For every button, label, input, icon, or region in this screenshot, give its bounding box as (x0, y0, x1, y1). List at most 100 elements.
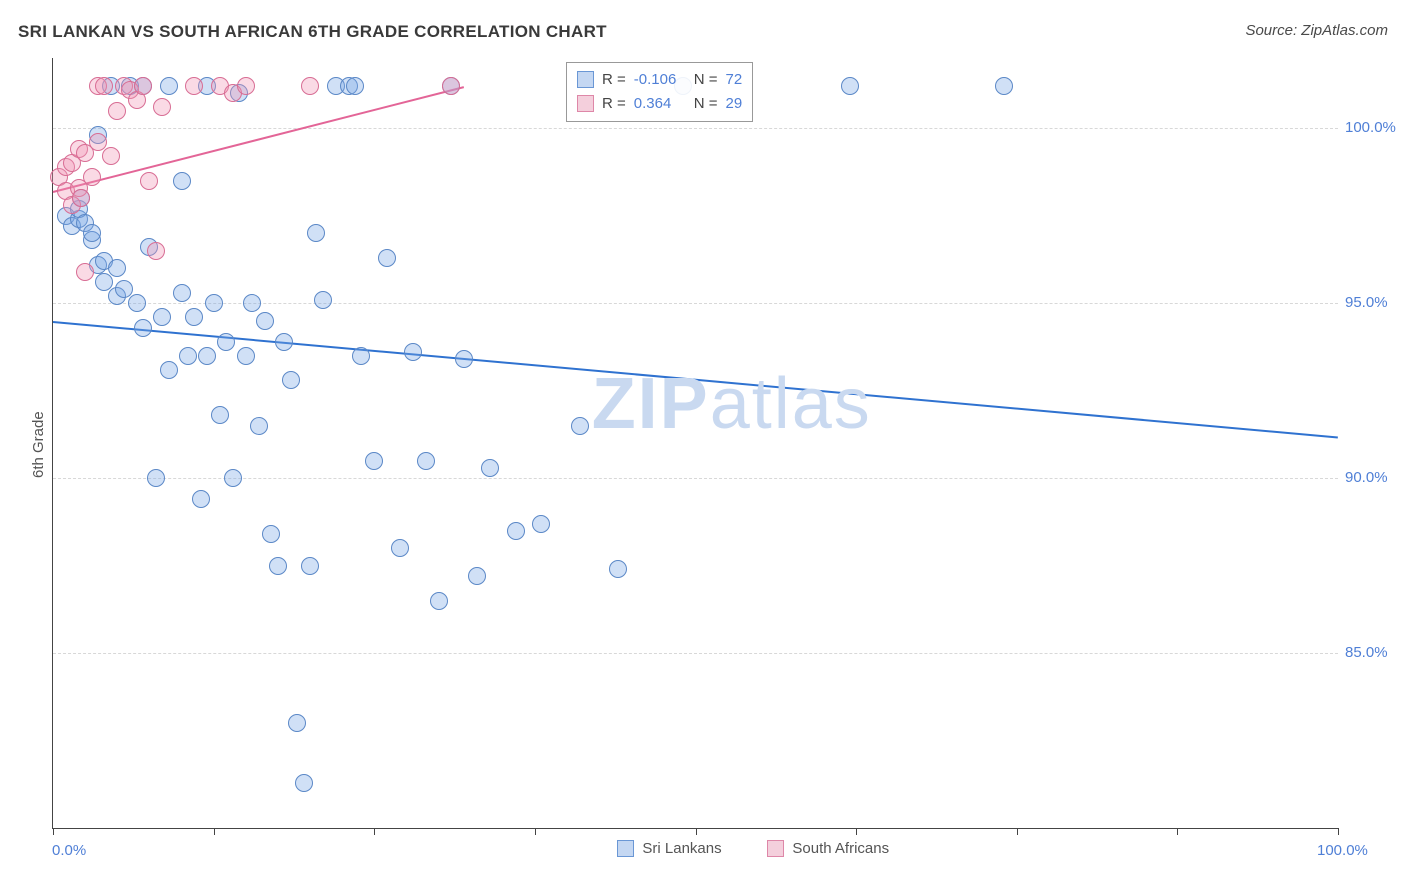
scatter-point (147, 469, 165, 487)
x-tick (696, 828, 697, 835)
legend-r-label: R = (602, 71, 626, 88)
legend-r-value: 0.364 (634, 95, 686, 112)
scatter-point (430, 592, 448, 610)
scatter-point (140, 172, 158, 190)
scatter-point (378, 249, 396, 267)
legend-row: R = -0.106 N = 72 (577, 67, 742, 91)
scatter-point (468, 567, 486, 585)
scatter-point (134, 319, 152, 337)
scatter-point (282, 371, 300, 389)
scatter-point (108, 102, 126, 120)
y-tick-label: 100.0% (1345, 119, 1396, 136)
scatter-point (250, 417, 268, 435)
series-legend-item: South Africans (767, 840, 889, 857)
scatter-point (83, 224, 101, 242)
scatter-point (185, 77, 203, 95)
scatter-point (295, 774, 313, 792)
source-attribution: Source: ZipAtlas.com (1245, 22, 1388, 39)
scatter-point (609, 560, 627, 578)
scatter-point (192, 490, 210, 508)
scatter-point (160, 77, 178, 95)
scatter-point (301, 77, 319, 95)
x-tick (1338, 828, 1339, 835)
legend-n-value: 29 (726, 95, 743, 112)
scatter-point (404, 343, 422, 361)
legend-n-label: N = (694, 71, 718, 88)
scatter-point (314, 291, 332, 309)
legend-row: R = 0.364 N = 29 (577, 91, 742, 115)
grid-line (53, 128, 1338, 129)
scatter-point (995, 77, 1013, 95)
x-tick (53, 828, 54, 835)
legend-swatch (767, 840, 784, 857)
y-tick-label: 90.0% (1345, 469, 1388, 486)
x-tick (1177, 828, 1178, 835)
legend-n-value: 72 (726, 71, 743, 88)
scatter-point (76, 263, 94, 281)
scatter-point (108, 259, 126, 277)
chart-title: SRI LANKAN VS SOUTH AFRICAN 6TH GRADE CO… (18, 22, 607, 42)
scatter-point (198, 347, 216, 365)
legend-n-label: N = (694, 95, 718, 112)
x-tick (856, 828, 857, 835)
scatter-point (571, 417, 589, 435)
scatter-point (288, 714, 306, 732)
series-legend-item: Sri Lankans (617, 840, 721, 857)
scatter-point (224, 469, 242, 487)
scatter-point (417, 452, 435, 470)
legend-swatch (617, 840, 634, 857)
scatter-point (365, 452, 383, 470)
scatter-point (507, 522, 525, 540)
scatter-point (95, 77, 113, 95)
scatter-point (211, 406, 229, 424)
grid-line (53, 653, 1338, 654)
scatter-point (83, 168, 101, 186)
scatter-point (205, 294, 223, 312)
legend-r-value: -0.106 (634, 71, 686, 88)
x-tick (535, 828, 536, 835)
legend-swatch (577, 71, 594, 88)
y-axis-label: 6th Grade (30, 411, 47, 478)
scatter-point (532, 515, 550, 533)
scatter-point (128, 294, 146, 312)
scatter-point (352, 347, 370, 365)
scatter-point (102, 147, 120, 165)
scatter-plot-area (52, 58, 1338, 829)
scatter-point (243, 294, 261, 312)
scatter-point (179, 347, 197, 365)
x-tick (374, 828, 375, 835)
scatter-point (173, 284, 191, 302)
scatter-point (256, 312, 274, 330)
scatter-point (275, 333, 293, 351)
scatter-point (217, 333, 235, 351)
legend-r-label: R = (602, 95, 626, 112)
grid-line (53, 478, 1338, 479)
scatter-point (307, 224, 325, 242)
scatter-point (442, 77, 460, 95)
legend-series-label: Sri Lankans (642, 840, 721, 857)
x-tick (1017, 828, 1018, 835)
correlation-legend: R = -0.106 N = 72 R = 0.364 N = 29 (566, 62, 753, 122)
scatter-point (269, 557, 287, 575)
scatter-point (185, 308, 203, 326)
x-axis-max-label: 100.0% (1317, 842, 1387, 859)
scatter-point (391, 539, 409, 557)
scatter-point (262, 525, 280, 543)
x-tick (214, 828, 215, 835)
scatter-point (237, 77, 255, 95)
scatter-point (455, 350, 473, 368)
scatter-point (841, 77, 859, 95)
scatter-point (301, 557, 319, 575)
y-tick-label: 95.0% (1345, 294, 1388, 311)
legend-series-label: South Africans (792, 840, 889, 857)
x-axis-min-label: 0.0% (52, 842, 86, 859)
scatter-point (72, 189, 90, 207)
scatter-point (160, 361, 178, 379)
scatter-point (153, 308, 171, 326)
trend-line (53, 321, 1338, 438)
scatter-point (346, 77, 364, 95)
scatter-point (134, 77, 152, 95)
scatter-point (147, 242, 165, 260)
scatter-point (481, 459, 499, 477)
scatter-point (173, 172, 191, 190)
